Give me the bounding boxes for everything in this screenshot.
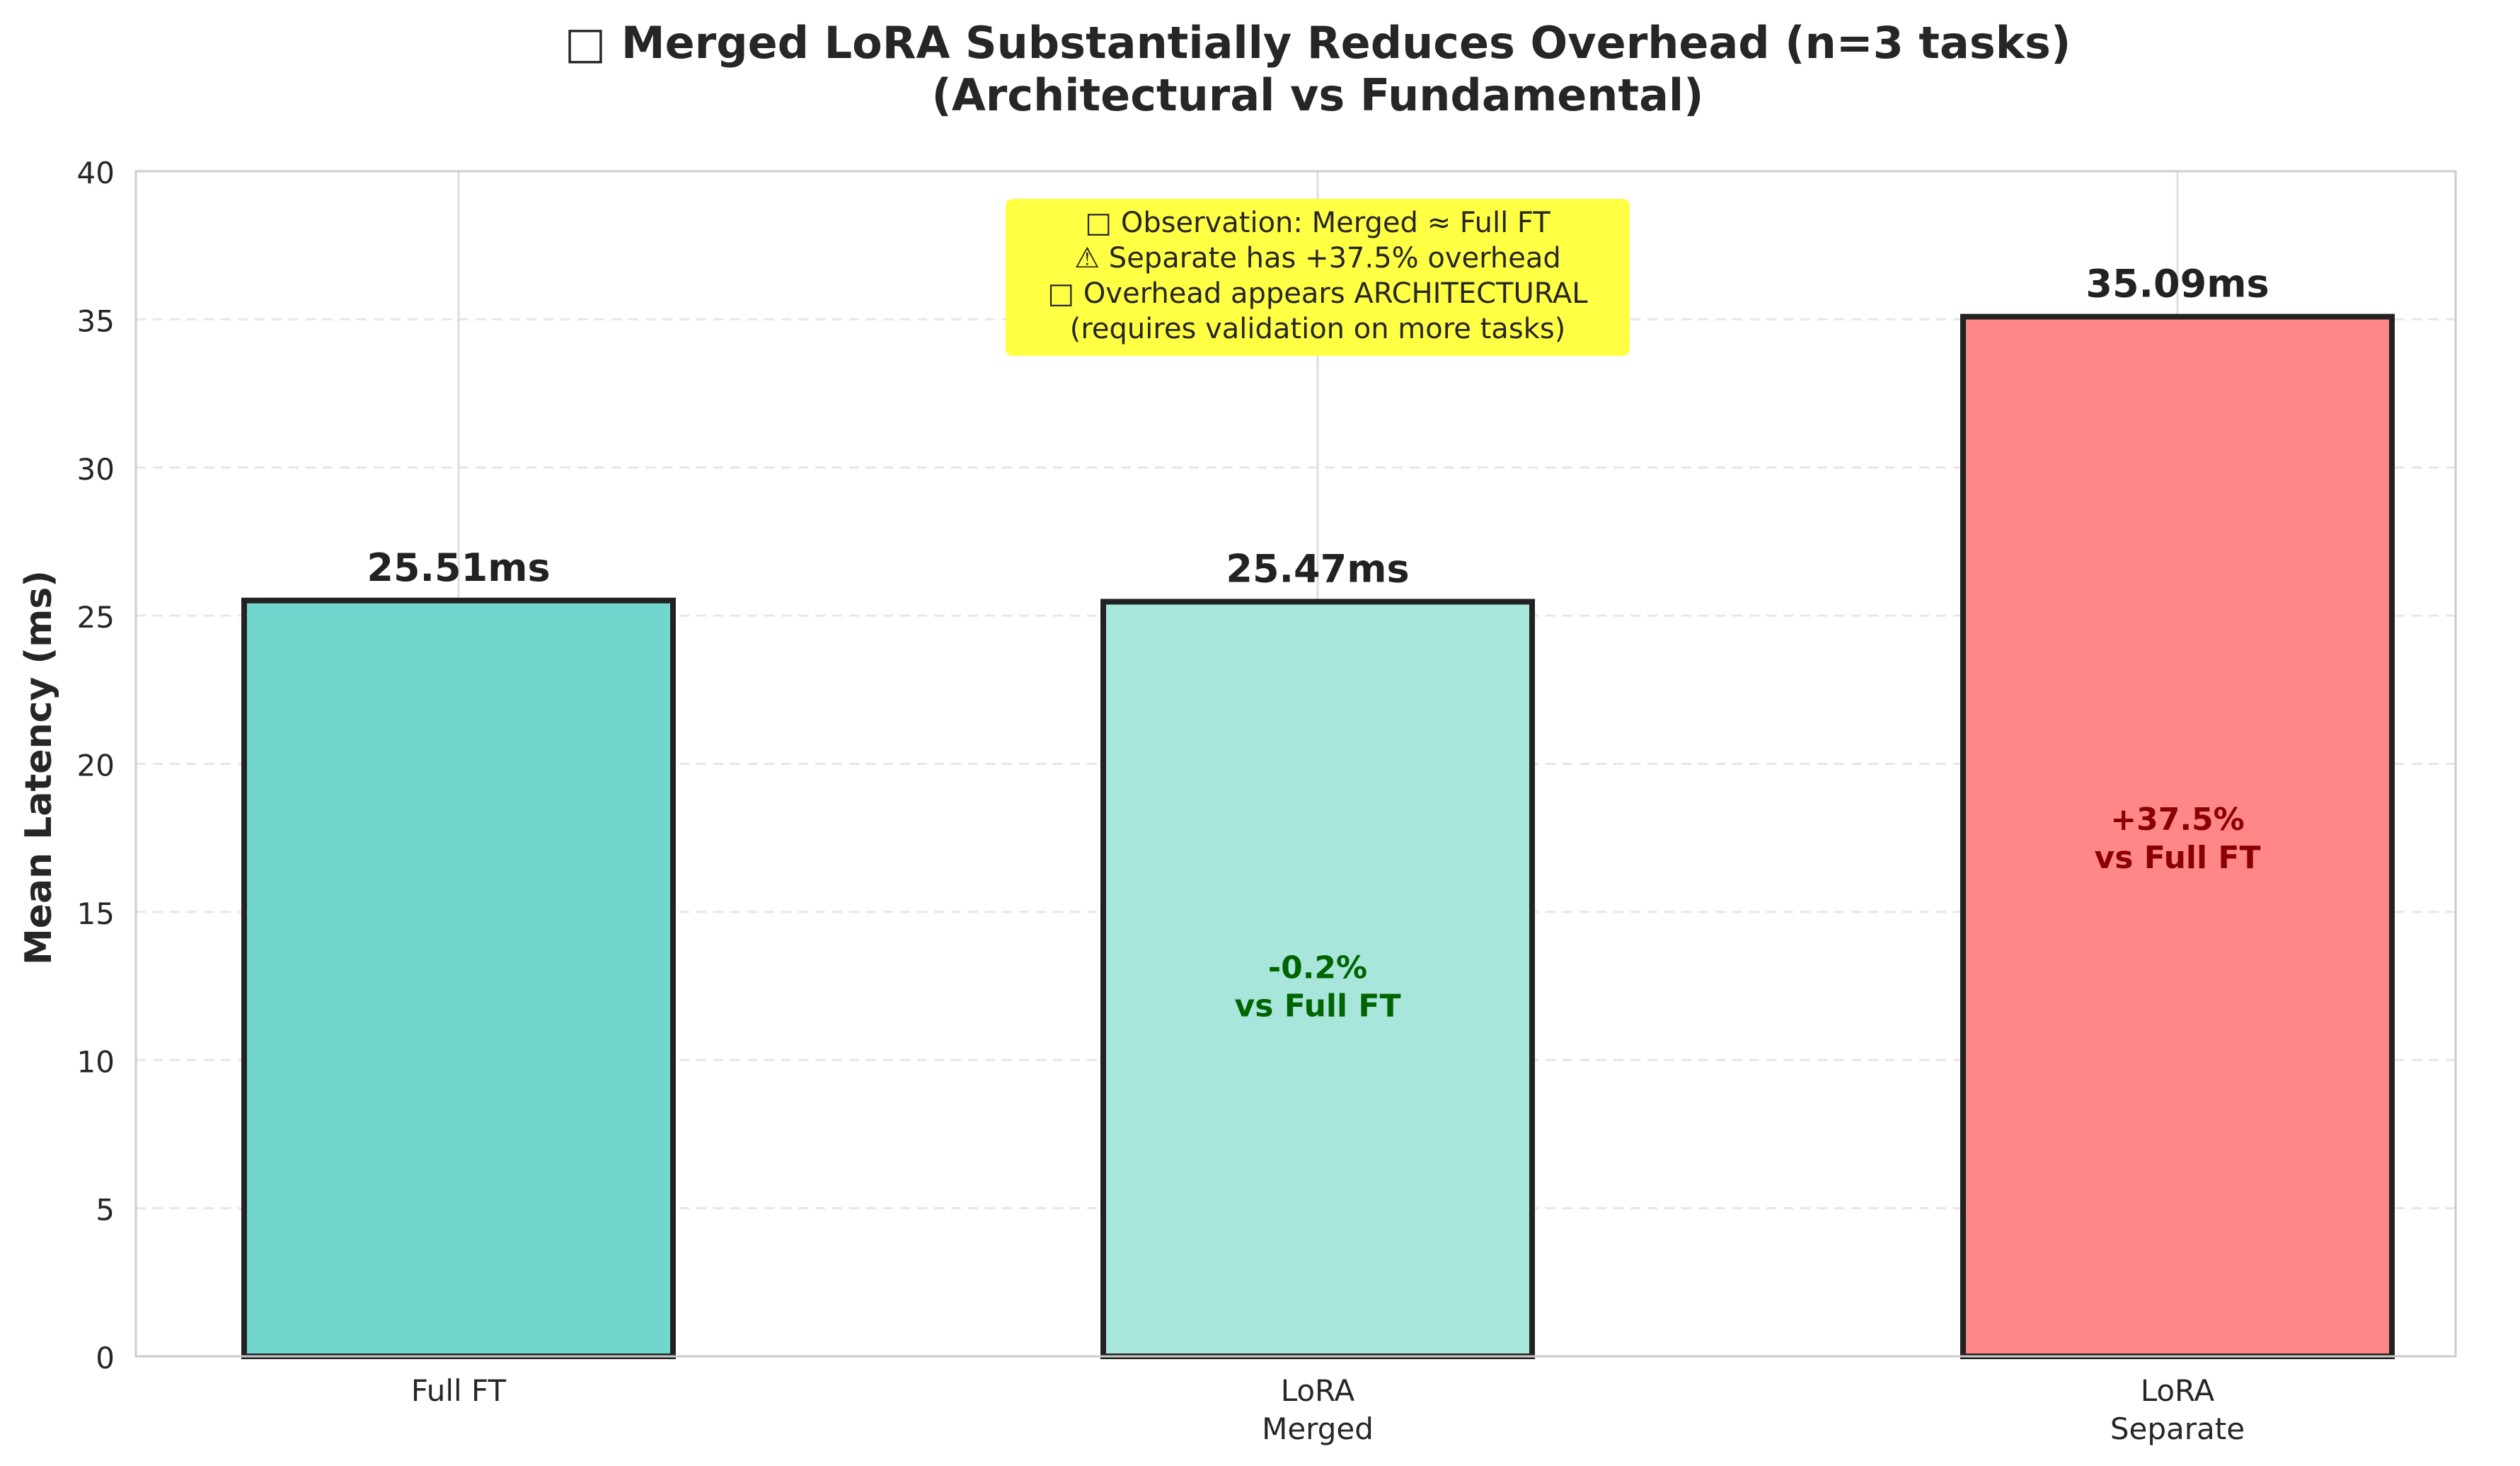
- x-tick-label: LoRA: [2141, 1373, 2215, 1408]
- y-tick-label: 15: [77, 896, 115, 931]
- delta-annotation: -0.2%: [1268, 950, 1367, 986]
- observation-note-line: ⚠ Separate has +37.5% overhead: [1074, 242, 1561, 275]
- bar: [1100, 599, 1535, 1359]
- delta-annotation: +37.5%: [2110, 802, 2245, 838]
- plot-frame: [134, 170, 2457, 1358]
- y-tick-label: 0: [96, 1341, 115, 1375]
- y-tick-label: 25: [77, 600, 115, 635]
- observation-note-line: (requires validation on more tasks): [1070, 313, 1566, 345]
- chart-title-line2: (Architectural vs Fundamental): [931, 69, 1703, 121]
- x-tick-label: Full FT: [411, 1373, 507, 1408]
- y-axis-label: Mean Latency (ms): [18, 570, 60, 965]
- y-tick-label: 40: [77, 156, 115, 190]
- y-tick-label: 35: [77, 304, 115, 338]
- delta-annotation: vs Full FT: [1235, 988, 1401, 1025]
- y-tick-label: 30: [77, 452, 115, 487]
- value-label: 25.47ms: [1226, 546, 1409, 591]
- x-tick-label: Merged: [1262, 1412, 1374, 1446]
- y-tick-label: 20: [77, 749, 115, 783]
- y-tick-label: 10: [77, 1044, 115, 1079]
- chart-title-line1: □ Merged LoRA Substantially Reduces Over…: [565, 17, 2071, 69]
- x-tick-label: Separate: [2110, 1412, 2245, 1446]
- observation-note-line: □ Overhead appears ARCHITECTURAL: [1047, 277, 1588, 310]
- x-tick-label: LoRA: [1281, 1373, 1355, 1408]
- delta-annotation: vs Full FT: [2095, 840, 2261, 876]
- observation-note-line: □ Observation: Merged ≈ Full FT: [1085, 207, 1550, 239]
- value-label: 25.51ms: [367, 546, 550, 590]
- bar: [241, 597, 676, 1359]
- observation-note-box: [1006, 199, 1630, 356]
- y-tick-label: 5: [96, 1193, 115, 1228]
- value-label: 35.09ms: [2085, 262, 2269, 306]
